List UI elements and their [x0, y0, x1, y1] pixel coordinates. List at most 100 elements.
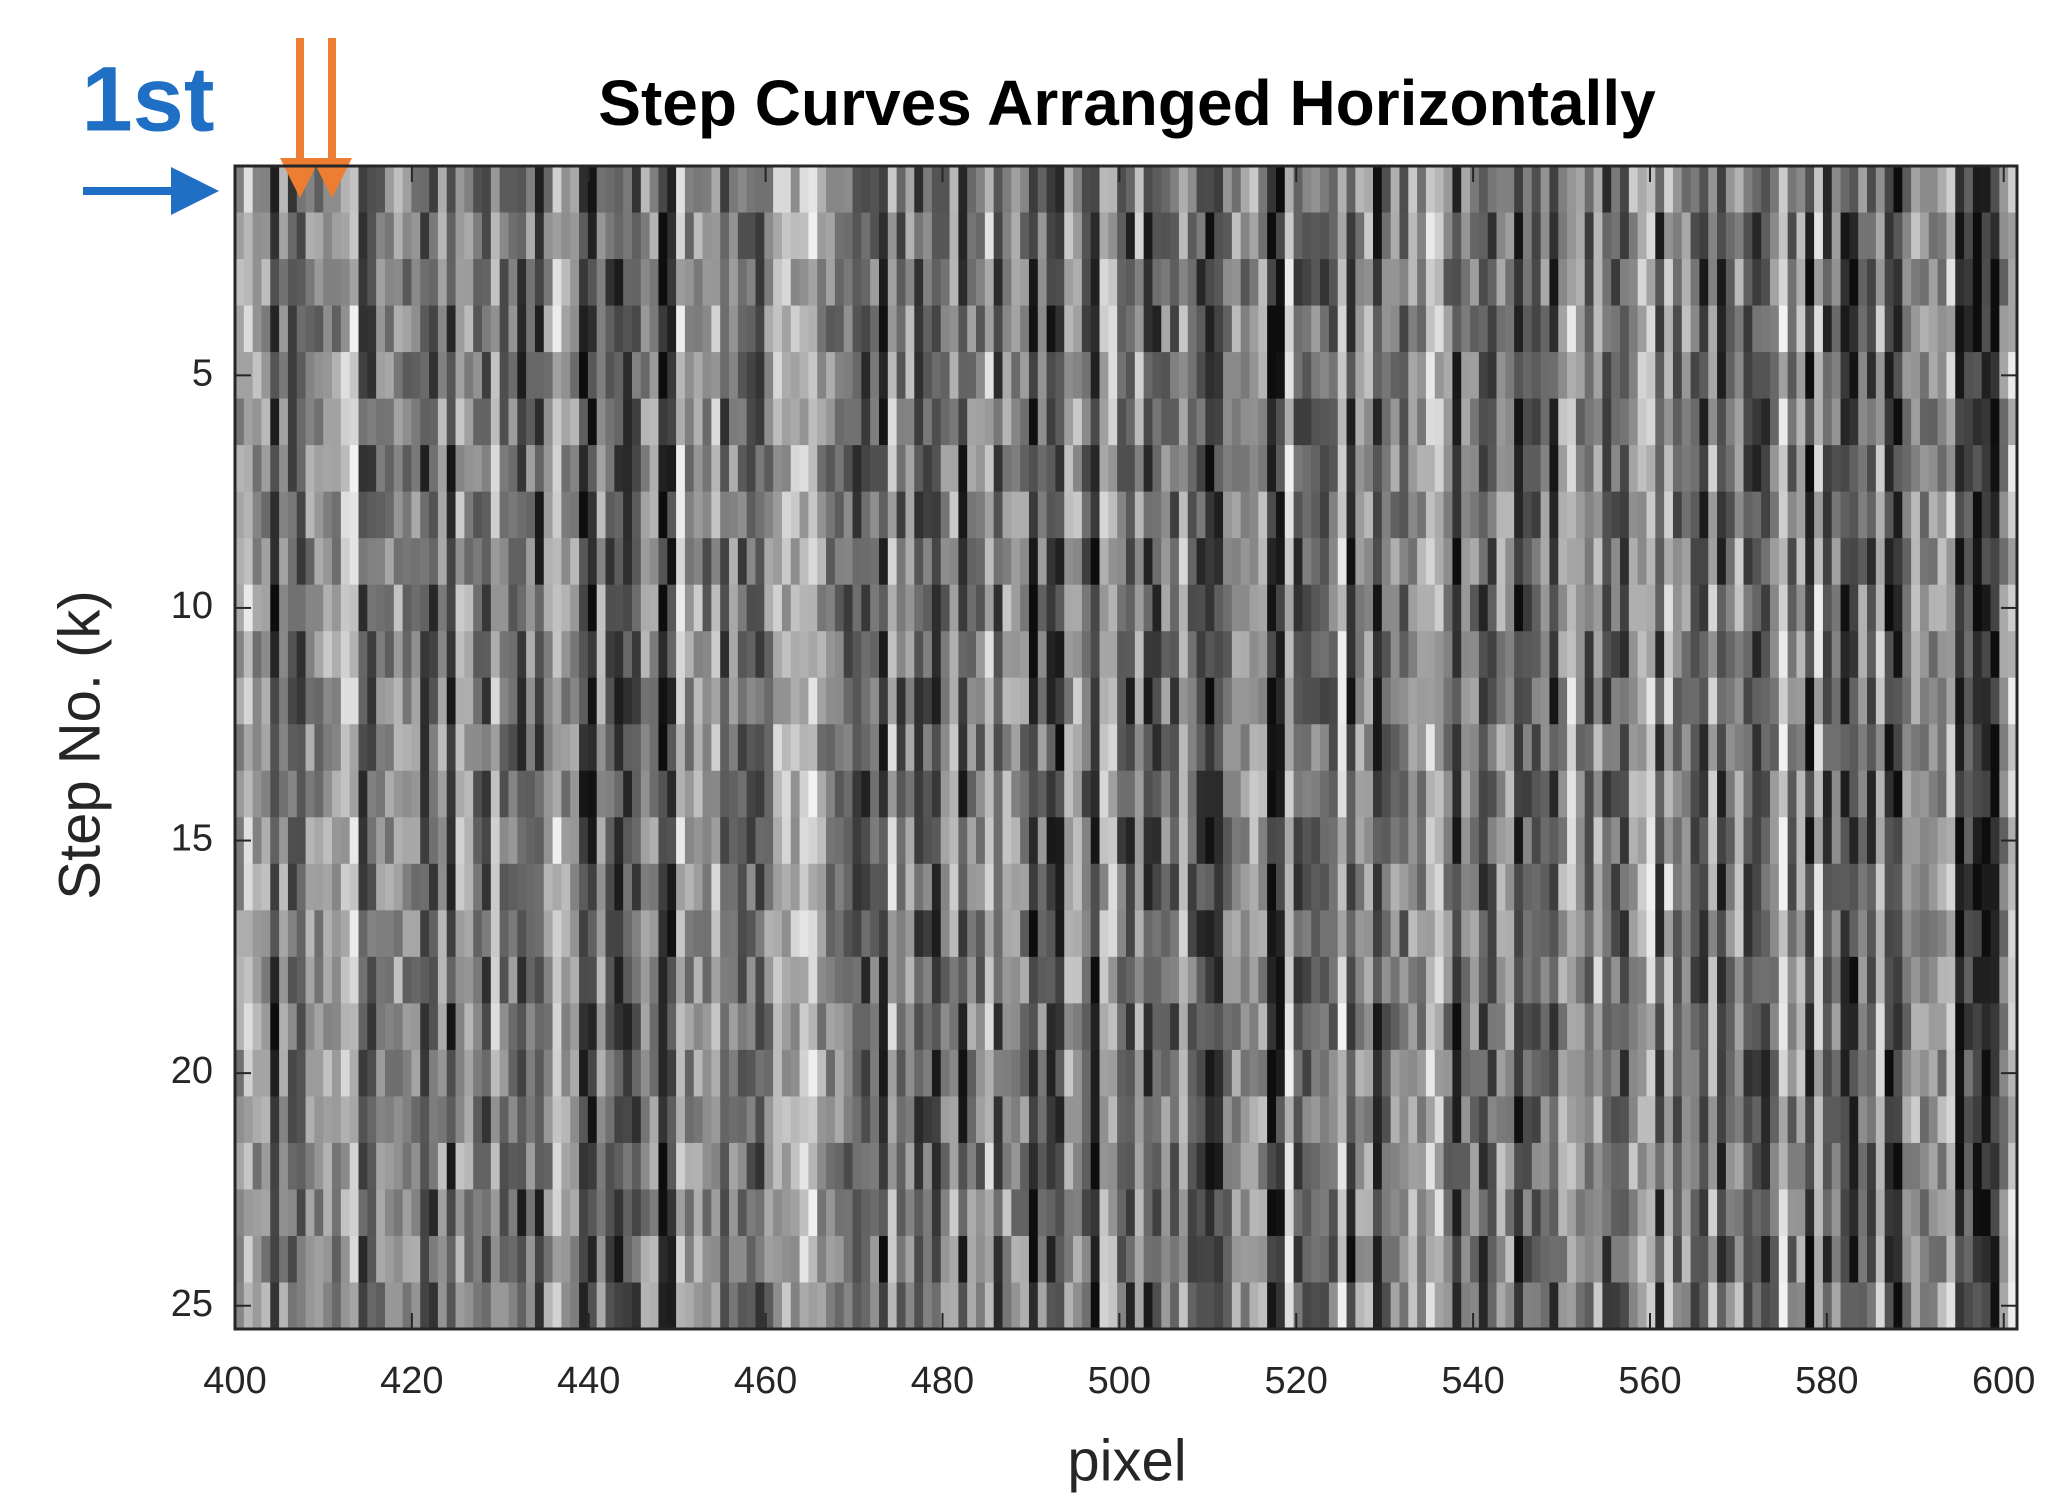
cell: [1328, 398, 1339, 446]
cell: [384, 584, 395, 632]
cell: [1284, 1142, 1295, 1191]
cell: [1267, 491, 1277, 539]
cell: [1884, 1096, 1895, 1144]
cell: [1108, 677, 1118, 725]
cell: [790, 956, 801, 1004]
cell: [1037, 538, 1048, 586]
cell: [570, 1282, 580, 1329]
cell: [1955, 538, 1965, 586]
cell: [1328, 1096, 1339, 1144]
cell: [1717, 817, 1727, 865]
cell: [940, 584, 951, 632]
cell: [596, 398, 607, 446]
cell: [1840, 1003, 1850, 1051]
cell: [1187, 724, 1198, 772]
cell: [517, 212, 527, 260]
cell: [693, 305, 704, 353]
cell: [1558, 1142, 1568, 1191]
cell: [1002, 166, 1012, 214]
cell: [1170, 305, 1180, 353]
cell: [1037, 724, 1048, 772]
cell: [1443, 352, 1454, 400]
cell: [667, 1096, 677, 1144]
cell: [446, 910, 457, 958]
cell: [1390, 305, 1401, 353]
cell: [1399, 259, 1409, 307]
cell: [1664, 398, 1674, 446]
cell: [1919, 724, 1930, 772]
cell: [1011, 352, 1021, 400]
cell: [720, 1235, 730, 1284]
cell: [252, 1003, 263, 1051]
cell: [1628, 770, 1639, 818]
cell: [623, 352, 633, 400]
cell: [693, 1003, 704, 1051]
cell: [1037, 1189, 1048, 1237]
cell: [958, 445, 968, 493]
cell: [1584, 1003, 1595, 1051]
cell: [1893, 352, 1903, 400]
cell: [1143, 166, 1154, 214]
cell: [1249, 491, 1259, 539]
cell: [967, 352, 977, 400]
cell: [1487, 817, 1498, 865]
cell: [358, 305, 368, 353]
cell: [1170, 491, 1180, 539]
cell: [1717, 398, 1727, 446]
cell: [1540, 956, 1551, 1004]
cell: [1258, 1096, 1268, 1144]
cell: [1593, 491, 1603, 539]
cell: [1540, 398, 1551, 446]
cell: [1672, 584, 1683, 632]
cell: [1337, 677, 1348, 725]
cell: [1778, 910, 1789, 958]
cell: [817, 677, 827, 725]
cell: [914, 305, 924, 353]
cell: [1443, 677, 1454, 725]
cell: [446, 259, 457, 307]
cell: [596, 863, 607, 911]
cell: [1955, 863, 1965, 911]
cell: [729, 677, 739, 725]
cell: [1743, 445, 1753, 493]
cell: [1867, 1096, 1877, 1144]
cell: [1399, 538, 1409, 586]
cell: [1505, 1096, 1515, 1144]
cell: [252, 305, 263, 353]
cell: [1522, 910, 1533, 958]
cell: [482, 491, 492, 539]
cell: [1496, 398, 1506, 446]
cell: [887, 352, 898, 400]
cell: [314, 1282, 324, 1329]
cell: [1311, 631, 1321, 679]
cell: [1558, 770, 1568, 818]
cell: [773, 305, 783, 353]
cell: [1152, 584, 1162, 632]
cell: [1831, 445, 1842, 493]
cell: [958, 770, 968, 818]
cell: [1434, 445, 1445, 493]
cell: [287, 1282, 298, 1329]
cell: [711, 1189, 721, 1237]
cell: [984, 166, 995, 214]
cell: [1928, 259, 1939, 307]
cell: [1514, 398, 1524, 446]
cell: [693, 1189, 704, 1237]
cell: [817, 1096, 827, 1144]
cell: [1108, 491, 1118, 539]
cell: [1223, 1189, 1233, 1237]
cell: [1902, 910, 1912, 958]
cell: [834, 1003, 845, 1051]
cell: [887, 631, 898, 679]
cell: [384, 956, 395, 1004]
cell: [1893, 1096, 1903, 1144]
cell: [1364, 1003, 1374, 1051]
cell: [296, 910, 307, 958]
cell: [1311, 166, 1321, 214]
cell: [1769, 491, 1780, 539]
cell: [729, 212, 739, 260]
cell: [1955, 770, 1965, 818]
cell: [482, 1049, 492, 1097]
cell: [446, 770, 457, 818]
cell: [1002, 445, 1012, 493]
